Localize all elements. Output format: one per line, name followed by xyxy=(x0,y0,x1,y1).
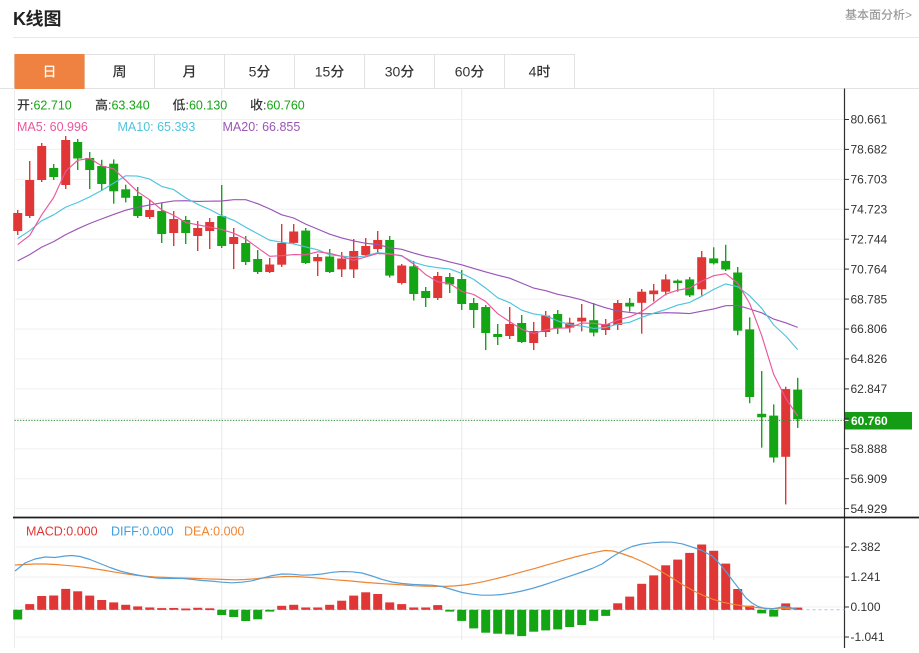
svg-text::60.130: :60.130 xyxy=(186,99,228,113)
svg-text::63.340: :63.340 xyxy=(108,99,150,113)
svg-text:MA10: 65.393: MA10: 65.393 xyxy=(118,120,196,134)
svg-text:58.888: 58.888 xyxy=(851,442,888,456)
svg-text:60: 60 xyxy=(455,64,471,80)
svg-text:MA5: 60.996: MA5: 60.996 xyxy=(17,120,88,134)
svg-text:4: 4 xyxy=(529,64,537,80)
svg-text:56.909: 56.909 xyxy=(851,472,888,486)
svg-text:15: 15 xyxy=(315,64,331,80)
svg-text:76.703: 76.703 xyxy=(851,173,888,187)
svg-text:66.806: 66.806 xyxy=(851,322,888,336)
svg-text:62.847: 62.847 xyxy=(851,382,888,396)
svg-text:MA20: 66.855: MA20: 66.855 xyxy=(223,120,301,134)
svg-text:MACD:0.000: MACD:0.000 xyxy=(26,525,98,539)
svg-text:-1.041: -1.041 xyxy=(851,630,885,644)
svg-text:5: 5 xyxy=(249,64,257,80)
svg-text:68.785: 68.785 xyxy=(851,292,888,306)
svg-text:54.929: 54.929 xyxy=(851,502,888,516)
svg-text:60.760: 60.760 xyxy=(851,414,888,428)
svg-text:64.826: 64.826 xyxy=(851,352,888,366)
svg-text:0.100: 0.100 xyxy=(851,600,881,614)
svg-text:70.764: 70.764 xyxy=(851,262,888,276)
svg-text:>: > xyxy=(905,8,912,22)
svg-text:DIFF:0.000: DIFF:0.000 xyxy=(111,525,174,539)
svg-text:30: 30 xyxy=(385,64,401,80)
svg-text:2.382: 2.382 xyxy=(851,540,881,554)
svg-text:74.723: 74.723 xyxy=(851,203,888,217)
svg-text:72.744: 72.744 xyxy=(851,232,888,246)
svg-text:K: K xyxy=(13,9,26,29)
svg-text:80.661: 80.661 xyxy=(851,113,888,127)
svg-text:DEA:0.000: DEA:0.000 xyxy=(184,525,245,539)
svg-text::60.760: :60.760 xyxy=(263,99,305,113)
svg-text::62.710: :62.710 xyxy=(30,99,72,113)
svg-text:1.241: 1.241 xyxy=(851,570,881,584)
svg-text:78.682: 78.682 xyxy=(851,143,888,157)
